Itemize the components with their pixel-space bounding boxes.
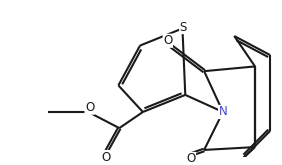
Text: O: O (102, 150, 111, 164)
Text: O: O (186, 152, 195, 165)
Text: O: O (85, 101, 94, 114)
Text: N: N (219, 105, 227, 118)
Text: O: O (163, 34, 173, 47)
Text: S: S (180, 21, 187, 33)
